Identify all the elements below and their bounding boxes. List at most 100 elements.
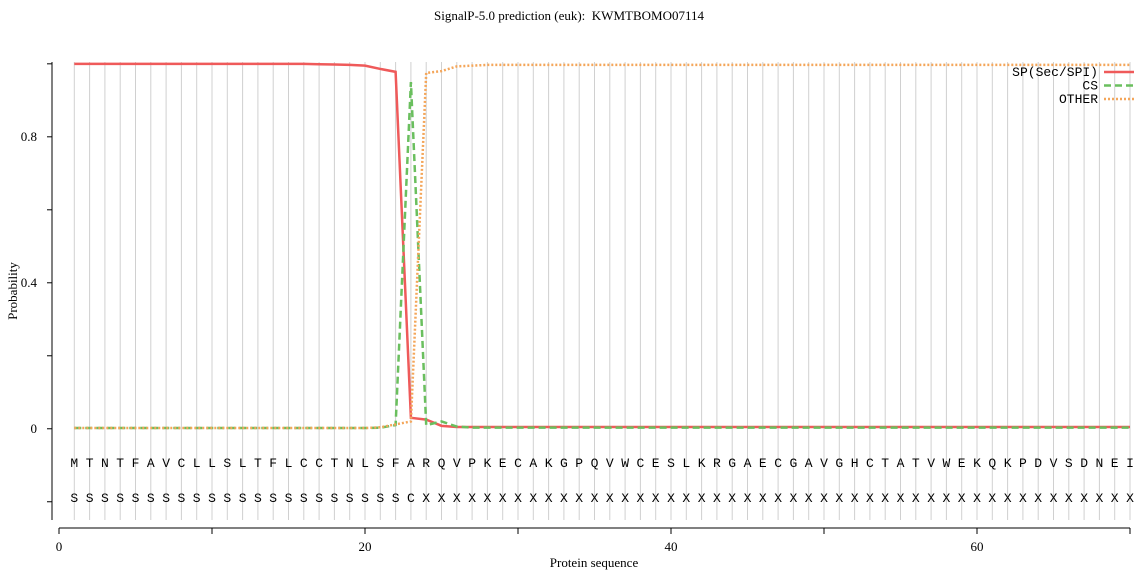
sequence-residue: C bbox=[514, 456, 522, 471]
sequence-residue: E bbox=[652, 456, 660, 471]
annotation-label: X bbox=[988, 491, 996, 506]
annotation-label: S bbox=[177, 491, 185, 506]
sequence-residue: D bbox=[1080, 456, 1088, 471]
annotation-label: X bbox=[1095, 491, 1103, 506]
sequence-residue: V bbox=[162, 456, 170, 471]
sequence-residue: E bbox=[759, 456, 767, 471]
annotation-label: X bbox=[774, 491, 782, 506]
annotation-label: S bbox=[239, 491, 247, 506]
sequence-residue: N bbox=[101, 456, 109, 471]
annotation-label: S bbox=[285, 491, 293, 506]
annotation-label: X bbox=[881, 491, 889, 506]
sequence-residue: F bbox=[392, 456, 400, 471]
sequence-residue: G bbox=[560, 456, 568, 471]
annotation-label: X bbox=[1050, 491, 1058, 506]
annotation-label: X bbox=[744, 491, 752, 506]
annotation-label: X bbox=[942, 491, 950, 506]
sequence-residue: H bbox=[851, 456, 859, 471]
chart-title: SignalP-5.0 prediction (euk): KWMTBOMO07… bbox=[434, 8, 704, 23]
annotation-label: S bbox=[300, 491, 308, 506]
sequence-residue: I bbox=[1126, 456, 1134, 471]
annotation-label: X bbox=[835, 491, 843, 506]
x-axis-label: Protein sequence bbox=[550, 555, 639, 570]
annotation-label: X bbox=[483, 491, 491, 506]
sequence-residue: A bbox=[805, 456, 813, 471]
x-tick-label: 20 bbox=[359, 539, 372, 554]
annotation-label: X bbox=[805, 491, 813, 506]
sequence-residue: W bbox=[942, 456, 950, 471]
annotation-label: X bbox=[560, 491, 568, 506]
annotation-label: X bbox=[438, 491, 446, 506]
sequence-residue: S bbox=[1065, 456, 1073, 471]
x-tick-label: 0 bbox=[56, 539, 63, 554]
annotation-label: C bbox=[407, 491, 415, 506]
sequence-residue: K bbox=[483, 456, 491, 471]
sequence-residue: E bbox=[1111, 456, 1119, 471]
sequence-residue: F bbox=[132, 456, 140, 471]
series-line bbox=[74, 63, 1130, 430]
sequence-residue: A bbox=[744, 456, 752, 471]
sequence-residue: T bbox=[881, 456, 889, 471]
sequence-residue: K bbox=[545, 456, 553, 471]
annotation-label: S bbox=[193, 491, 201, 506]
annotation-label: X bbox=[545, 491, 553, 506]
annotation-label: X bbox=[1111, 491, 1119, 506]
sequence-residue: T bbox=[116, 456, 124, 471]
sequence-residue: C bbox=[774, 456, 782, 471]
x-tick-label: 40 bbox=[665, 539, 678, 554]
annotation-label: X bbox=[529, 491, 537, 506]
sequence-residue: C bbox=[866, 456, 874, 471]
legend-label: CS bbox=[1082, 79, 1098, 94]
annotation-label: X bbox=[698, 491, 706, 506]
annotation-label: X bbox=[621, 491, 629, 506]
annotation-label: X bbox=[1126, 491, 1134, 506]
sequence-residue: V bbox=[453, 456, 461, 471]
sequence-residue: L bbox=[193, 456, 201, 471]
series-line bbox=[74, 62, 1130, 429]
annotation-label: S bbox=[132, 491, 140, 506]
annotation-label: S bbox=[376, 491, 384, 506]
annotation-label: X bbox=[499, 491, 507, 506]
sequence-residue: T bbox=[254, 456, 262, 471]
annotation-label: X bbox=[789, 491, 797, 506]
sequence-residue: C bbox=[636, 456, 644, 471]
annotation-label: S bbox=[254, 491, 262, 506]
y-tick-label: 0 bbox=[31, 421, 38, 436]
sequence-residue: R bbox=[713, 456, 721, 471]
annotation-label: X bbox=[1034, 491, 1042, 506]
annotation-label: S bbox=[361, 491, 369, 506]
sequence-residue: V bbox=[606, 456, 614, 471]
sequence-residue: S bbox=[667, 456, 675, 471]
sequence-residue: C bbox=[315, 456, 323, 471]
sequence-residue: T bbox=[912, 456, 920, 471]
sequence-residue: R bbox=[422, 456, 430, 471]
annotation-label: X bbox=[1080, 491, 1088, 506]
sequence-residue: N bbox=[1095, 456, 1103, 471]
sequence-residue: L bbox=[285, 456, 293, 471]
sequence-residue: V bbox=[820, 456, 828, 471]
sequence-residue: E bbox=[958, 456, 966, 471]
sequence-residue: P bbox=[575, 456, 583, 471]
sequence-residue: L bbox=[682, 456, 690, 471]
sequence-residue: T bbox=[330, 456, 338, 471]
annotation-label: S bbox=[86, 491, 94, 506]
annotation-label: X bbox=[973, 491, 981, 506]
annotation-label: S bbox=[315, 491, 323, 506]
sequence-residue: A bbox=[897, 456, 905, 471]
sequence-residue: E bbox=[499, 456, 507, 471]
sequence-residue: G bbox=[789, 456, 797, 471]
annotation-label: X bbox=[728, 491, 736, 506]
sequence-residue: Q bbox=[591, 456, 599, 471]
sequence-residue: Q bbox=[988, 456, 996, 471]
annotation-label: X bbox=[575, 491, 583, 506]
annotation-label: X bbox=[866, 491, 874, 506]
sequence-residue: K bbox=[973, 456, 981, 471]
legend-label: OTHER bbox=[1059, 92, 1098, 107]
annotation-label: S bbox=[162, 491, 170, 506]
sequence-residue: A bbox=[407, 456, 415, 471]
sequence-residue: L bbox=[361, 456, 369, 471]
sequence-residue: L bbox=[208, 456, 216, 471]
sequence-residue: A bbox=[147, 456, 155, 471]
sequence-residue: A bbox=[529, 456, 537, 471]
annotation-label: X bbox=[606, 491, 614, 506]
